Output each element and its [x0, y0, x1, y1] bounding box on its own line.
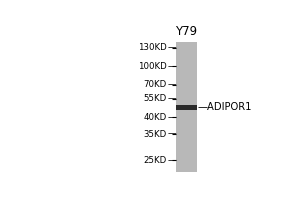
Text: —: — — [167, 113, 176, 122]
Bar — [176, 42, 197, 172]
Text: Y79: Y79 — [175, 25, 197, 38]
Text: 35KD: 35KD — [143, 130, 167, 139]
Text: —: — — [167, 80, 176, 89]
Text: 25KD: 25KD — [143, 156, 167, 165]
Text: —ADIPOR1: —ADIPOR1 — [198, 102, 252, 112]
Text: 100KD: 100KD — [138, 62, 167, 71]
Text: 55KD: 55KD — [143, 94, 167, 103]
Text: —: — — [167, 156, 176, 165]
Text: —: — — [167, 62, 176, 71]
Bar — [176, 105, 197, 110]
Text: —: — — [167, 94, 176, 103]
Text: —: — — [167, 130, 176, 139]
Text: 130KD: 130KD — [138, 43, 167, 52]
Text: —: — — [167, 43, 176, 52]
Text: 40KD: 40KD — [143, 113, 167, 122]
Text: 70KD: 70KD — [143, 80, 167, 89]
